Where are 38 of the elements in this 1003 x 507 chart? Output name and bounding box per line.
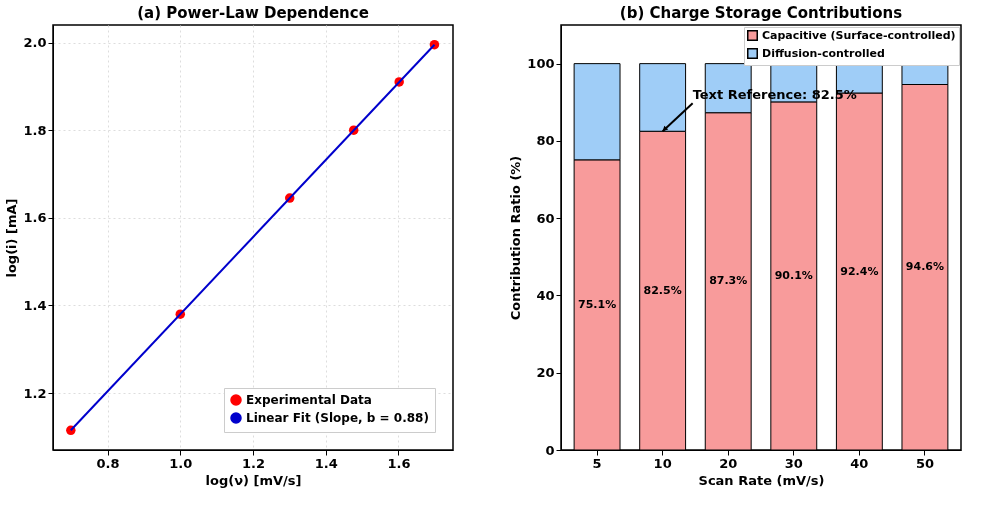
data-label: 75.1% — [577, 297, 617, 311]
y-tick-label: 80 — [536, 133, 555, 149]
chart-title: (b) Charge Storage Contributions — [619, 4, 903, 22]
y-tick-label: 0 — [545, 442, 555, 458]
x-tick-label: 1.4 — [314, 455, 338, 471]
x-axis-title: Scan Rate (mV/s) — [698, 472, 825, 488]
y-axis-title: log(i) [mA] — [4, 198, 20, 278]
legend-label: Experimental Data — [246, 393, 372, 407]
x-tick-label: 1.6 — [387, 455, 411, 471]
data-label: 90.1% — [774, 268, 813, 282]
y-axis-title: Contribution Ratio (%) — [508, 155, 524, 321]
data-label: 82.5% — [643, 283, 682, 297]
y-tick-label: 20 — [536, 365, 555, 381]
x-tick-label: 30 — [784, 455, 803, 471]
x-tick-label: 5 — [592, 455, 602, 471]
data-label: 87.3% — [709, 274, 748, 288]
x-tick-label: 0.8 — [96, 455, 120, 471]
y-tick-label: 100 — [527, 56, 555, 72]
legend-label: Capacitive (Surface-controlled) — [762, 28, 956, 42]
y-tick-label: 2.0 — [23, 35, 47, 51]
chart-title: (a) Power-Law Dependence — [137, 4, 369, 22]
legend-label: Linear Fit (Slope, b = 0.88) — [246, 411, 429, 425]
x-axis-title: log(ν) [mV/s] — [205, 472, 302, 488]
legend-label: Diffusion-controlled — [762, 46, 885, 60]
x-tick-label: 50 — [915, 455, 934, 471]
x-tick-label: 40 — [850, 455, 869, 471]
y-tick-label: 1.6 — [23, 210, 47, 226]
y-tick-label: 1.4 — [23, 297, 47, 313]
data-label: 92.4% — [840, 264, 879, 278]
y-tick-label: 1.2 — [23, 385, 47, 401]
x-tick-label: 1.0 — [169, 455, 193, 471]
y-tick-label: 1.8 — [23, 122, 47, 138]
x-tick-label: 20 — [719, 455, 738, 471]
y-tick-label: 60 — [536, 210, 555, 226]
y-tick-label: 40 — [536, 287, 555, 303]
data-label: 94.6% — [905, 260, 945, 274]
x-tick-label: 1.2 — [241, 455, 266, 471]
x-tick-label: 10 — [653, 455, 672, 471]
